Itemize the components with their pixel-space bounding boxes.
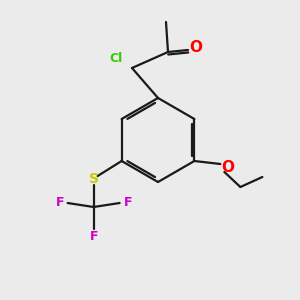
- Text: F: F: [89, 230, 98, 244]
- Text: F: F: [56, 196, 64, 209]
- Text: F: F: [123, 196, 132, 209]
- Text: O: O: [190, 40, 202, 56]
- Text: S: S: [88, 172, 99, 186]
- Text: Cl: Cl: [110, 52, 123, 64]
- Text: O: O: [221, 160, 234, 175]
